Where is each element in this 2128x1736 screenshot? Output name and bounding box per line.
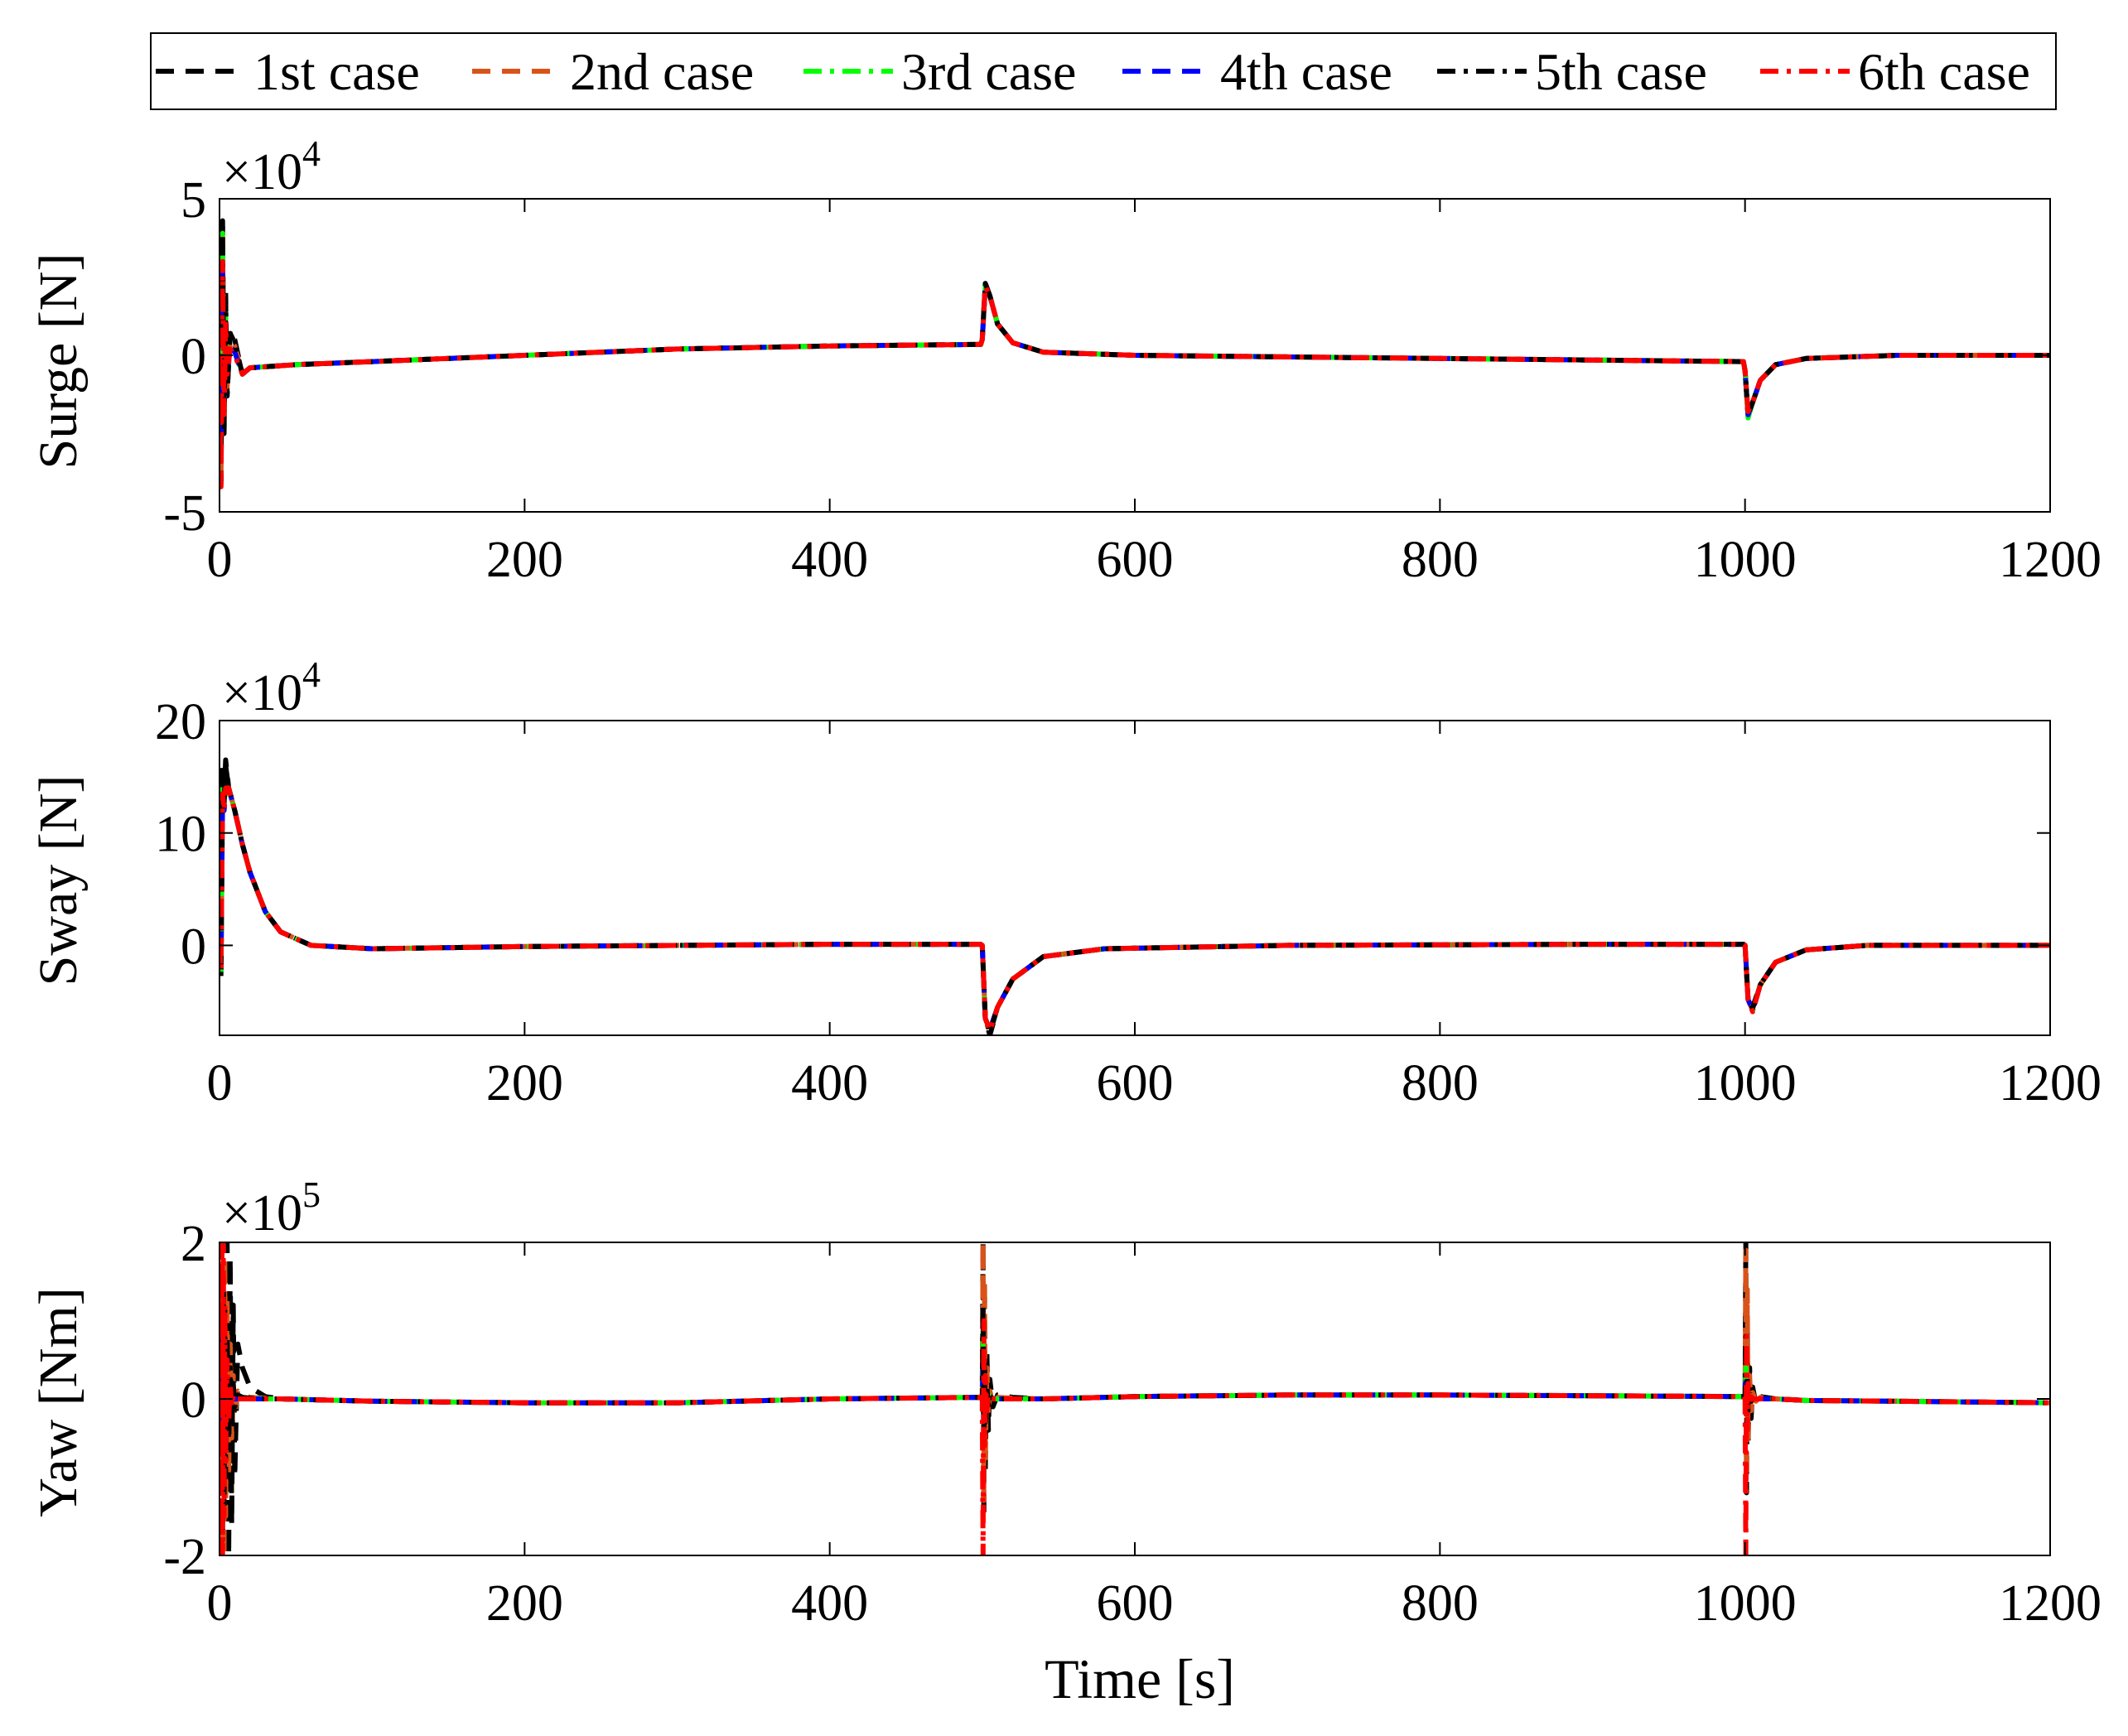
y-tick-label: 20 [155,694,206,750]
y-tick-label: 10 [155,807,206,863]
series-line-5 [220,763,2050,1035]
y-tick-label: 5 [181,172,206,229]
sway-ylabel: Sway [N] [28,775,89,986]
legend-label: 2nd case [570,42,754,101]
x-tick-label: 800 [1402,1575,1479,1632]
x-tick-label: 1200 [1999,1055,2101,1112]
series-line-4 [220,262,2050,458]
y-tick-label: 0 [181,919,206,975]
series-group [220,218,2050,489]
legend-entry: 6th case [1760,42,2030,101]
x-tick-label: 600 [1097,532,1174,588]
sway-panel: ×104 Sway [N] 0 200 400 600 800 1000 1200 0 10 20 [28,654,2101,1112]
legend-label: 3rd case [901,42,1076,101]
x-axis-label: Time [s] [1045,1647,1235,1710]
y-tick-label: -5 [163,485,206,542]
surge-panel: ×104 Surge [N] 0 200 400 600 800 1000 1200-505 [28,133,2101,588]
legend-entry: 4th case [1122,42,1392,101]
y-tick-label: 0 [181,329,206,385]
yaw-ylabel: Yaw [Nm] [28,1287,89,1517]
yaw-panel: ×105 Yaw [Nm] 0 200 400 600 800 1000 1200-202 [28,1174,2101,1632]
series-line-6 [220,1242,2050,1555]
yaw-exponent: ×105 [222,1174,321,1242]
x-tick-label: 1000 [1694,1055,1797,1112]
legend-label: 4th case [1220,42,1392,101]
y-tick-label: 2 [181,1216,206,1272]
series-line-3 [220,230,2050,468]
x-tick-label: 1000 [1694,1575,1797,1632]
series-line-6 [220,258,2050,489]
x-tick-label: 1200 [1999,532,2101,588]
x-tick-label: 0 [207,532,233,588]
legend-entry: 3rd case [803,42,1076,101]
surge-ylabel: Surge [N] [28,253,89,470]
x-tick-label: 0 [207,1055,233,1112]
legend-entry: 1st case [156,42,420,101]
sway-exponent: ×104 [222,654,321,721]
x-tick-label: 1000 [1694,532,1797,588]
y-tick-label: 0 [181,1372,206,1429]
y-tick-label: -2 [163,1529,206,1585]
series-group [220,757,2050,1035]
legend-label: 5th case [1535,42,1707,101]
series-line-2 [220,779,2050,1033]
x-tick-label: 600 [1097,1055,1174,1112]
surge-exponent: ×104 [222,133,321,200]
x-tick-label: 800 [1402,1055,1479,1112]
axes-box [219,720,2051,1036]
legend-entry: 5th case [1437,42,1707,101]
series-line-1 [220,218,2050,486]
legend-entry: 2nd case [472,42,754,101]
x-tick-label: 0 [207,1575,233,1632]
legend: 1st case 2nd case 3rd case 4th case 5th case… [150,32,2057,110]
series-line-6 [220,785,2050,1034]
series-line-3 [220,1279,2050,1480]
x-tick-label: 400 [791,1575,868,1632]
x-tick-label: 1200 [1999,1575,2101,1632]
series-line-4 [220,1318,2050,1441]
x-tick-label: 200 [486,532,563,588]
series-line-3 [220,779,2050,1033]
legend-box [150,32,2057,110]
x-tick-label: 400 [791,1055,868,1112]
x-tick-label: 400 [791,532,868,588]
series-line-1 [220,757,2050,1035]
series-group [220,1242,2050,1555]
x-tick-label: 600 [1097,1575,1174,1632]
legend-label: 1st case [253,42,420,101]
series-line-4 [220,785,2050,1033]
legend-label: 6th case [1858,42,2030,101]
x-tick-label: 800 [1402,532,1479,588]
x-tick-label: 200 [486,1575,563,1632]
x-tick-label: 200 [486,1055,563,1112]
